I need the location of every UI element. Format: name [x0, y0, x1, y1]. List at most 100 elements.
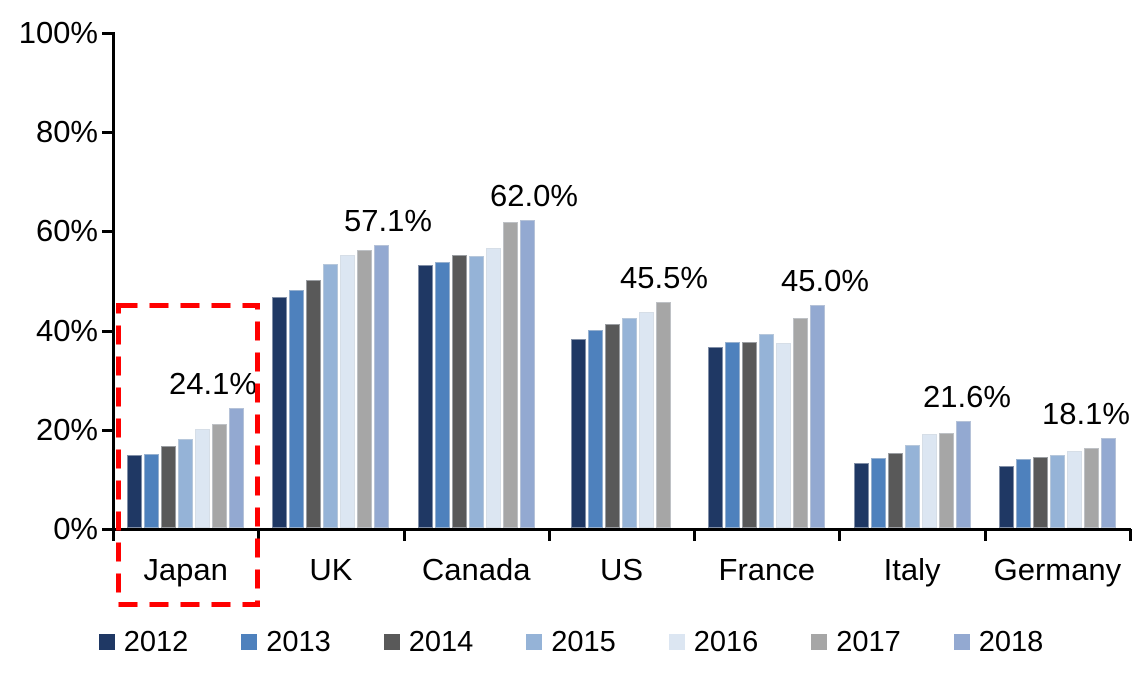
legend-label: 2016 — [693, 626, 759, 658]
y-axis-tick-label: 80% — [35, 114, 98, 149]
bar-france-2018 — [810, 305, 826, 528]
chart-legend: 2012 2013 2014 2015 2016 2017 2018 — [0, 627, 1142, 657]
x-axis-label-uk: UK — [309, 552, 353, 587]
data-label-uk: 57.1% — [344, 203, 432, 238]
x-axis-label-japan: Japan — [143, 552, 228, 587]
x-axis-tick — [403, 529, 406, 541]
legend-item-2013: 2013 — [241, 627, 331, 657]
bar-japan-2018 — [229, 408, 245, 528]
x-axis-label-canada: Canada — [421, 552, 531, 587]
x-axis-label-us: US — [599, 552, 644, 587]
bar-group-us — [549, 302, 694, 528]
bar-italy-2017 — [938, 433, 954, 528]
bar-uk-2016 — [340, 255, 356, 528]
legend-item-2018: 2018 — [953, 626, 1044, 658]
legend-item-2014: 2014 — [383, 626, 474, 658]
bar-us-2013 — [588, 330, 604, 528]
x-axis-tick — [257, 529, 260, 541]
x-axis-tick — [693, 529, 696, 541]
x-axis-label-france: France — [718, 552, 816, 587]
bar-canada-2015 — [468, 256, 484, 528]
data-label-france: 45.0% — [781, 263, 869, 298]
bar-italy-2015 — [904, 445, 920, 528]
bar-us-2016 — [639, 312, 655, 528]
legend-item-2012: 2012 — [98, 626, 189, 658]
y-axis-tick-label: 100% — [18, 15, 98, 50]
x-axis-tick — [548, 529, 551, 541]
x-axis-tick — [984, 529, 987, 541]
bar-group-japan — [113, 408, 258, 528]
legend-label: 2012 — [123, 626, 189, 658]
data-label-japan: 24.1% — [169, 366, 257, 401]
bar-us-2012 — [571, 339, 587, 528]
bar-uk-2018 — [374, 245, 390, 528]
bar-france-2014 — [742, 342, 758, 528]
bar-canada-2013 — [434, 262, 450, 528]
y-axis-tick-label: 20% — [35, 412, 98, 447]
x-axis-tick — [838, 529, 841, 541]
bar-uk-2013 — [289, 290, 305, 528]
bar-italy-2016 — [921, 434, 937, 528]
bar-japan-2017 — [212, 424, 228, 528]
bar-italy-2013 — [870, 458, 886, 528]
legend-item-2017: 2017 — [811, 627, 901, 657]
data-label-italy: 21.6% — [923, 379, 1011, 414]
bar-germany-2018 — [1100, 438, 1116, 528]
y-axis-tick — [102, 429, 113, 432]
y-axis-tick — [102, 32, 113, 35]
data-label-canada: 62.0% — [490, 178, 578, 213]
x-axis-label-italy: Italy — [883, 552, 941, 587]
bar-group-canada — [404, 220, 549, 528]
bar-germany-2014 — [1032, 457, 1048, 528]
bar-us-2014 — [605, 324, 621, 528]
y-axis-tick-label: 0% — [53, 511, 98, 546]
legend-item-2015: 2015 — [526, 627, 616, 657]
bar-canada-2012 — [417, 265, 433, 528]
data-label-germany: 18.1% — [1042, 396, 1130, 431]
legend-label: 2015 — [551, 626, 616, 658]
bar-japan-2012 — [127, 455, 143, 528]
bar-canada-2018 — [519, 220, 535, 528]
x-axis-tick — [112, 529, 115, 541]
bar-germany-2015 — [1049, 455, 1065, 528]
bar-germany-2017 — [1083, 448, 1099, 528]
legend-swatch — [668, 634, 685, 650]
legend-swatch — [383, 634, 400, 650]
y-axis-tick — [102, 528, 113, 531]
bar-france-2015 — [759, 334, 775, 528]
bar-germany-2012 — [998, 466, 1014, 528]
bar-group-france — [694, 305, 839, 528]
bar-france-2013 — [725, 342, 741, 528]
bar-italy-2012 — [853, 463, 869, 528]
legend-swatch — [526, 634, 543, 650]
bar-uk-2015 — [323, 264, 339, 528]
x-axis-label-germany: Germany — [993, 552, 1122, 587]
bar-group-uk — [258, 245, 403, 528]
data-label-us: 45.5% — [620, 260, 708, 295]
y-axis-tick — [102, 131, 113, 134]
legend-label: 2013 — [266, 626, 331, 658]
legend-swatch — [953, 634, 970, 650]
bar-uk-2012 — [272, 297, 288, 528]
bar-group-italy — [839, 421, 984, 528]
bar-japan-2014 — [161, 446, 177, 528]
y-axis-line — [112, 32, 115, 540]
legend-label: 2014 — [408, 626, 474, 658]
bar-canada-2017 — [502, 222, 518, 528]
bar-uk-2017 — [357, 250, 373, 528]
bar-japan-2013 — [144, 454, 160, 528]
x-axis-line — [112, 528, 1131, 531]
legend-swatch — [98, 634, 115, 650]
y-axis-tick-label: 40% — [35, 313, 98, 348]
bar-japan-2015 — [178, 439, 194, 528]
legend-label: 2017 — [836, 626, 901, 658]
y-axis-tick-label: 60% — [35, 213, 98, 248]
x-axis-tick — [1129, 529, 1132, 541]
bar-japan-2016 — [195, 429, 211, 528]
bar-canada-2014 — [451, 255, 467, 528]
bar-france-2016 — [776, 343, 792, 528]
legend-item-2016: 2016 — [668, 626, 759, 658]
legend-label: 2018 — [978, 626, 1044, 658]
bar-germany-2013 — [1015, 459, 1031, 528]
